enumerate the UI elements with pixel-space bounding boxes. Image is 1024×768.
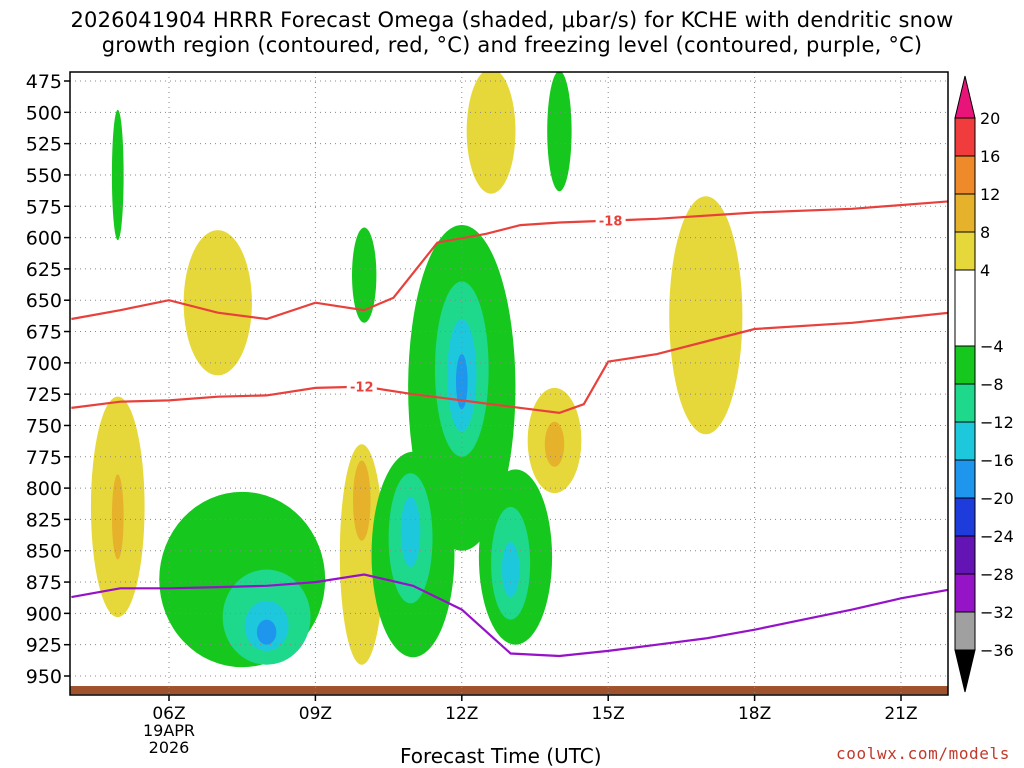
omega-region-2 <box>111 109 124 241</box>
colorbar-bottom-arrow <box>954 649 976 693</box>
colorbar-label-1: 16 <box>980 147 1000 166</box>
omega-region-24 <box>544 421 565 467</box>
y-tick-label-18: 925 <box>26 635 62 657</box>
y-tick-label-0: 475 <box>26 71 62 93</box>
dgz-label-0: -18 <box>599 215 623 230</box>
colorbar-label-8: −16 <box>980 451 1014 470</box>
credit-text: coolwx.com/models <box>836 744 1010 763</box>
colorbar-band-0 <box>954 117 976 157</box>
colorbar-label-13: −36 <box>980 641 1014 660</box>
dgz-label-bg-0 <box>595 212 626 229</box>
colorbar-label-10: −24 <box>980 527 1014 546</box>
y-tick-label-19: 950 <box>26 666 62 688</box>
y-tick-label-11: 750 <box>26 415 62 437</box>
omega-region-1 <box>111 474 124 560</box>
x-tick-label-5: 21Z <box>884 704 917 724</box>
colorbar: 20 16 12 8 4 −4 −8 −12 −16 −20 −24 −28 −32 −36 <box>954 75 1014 693</box>
omega-region-17 <box>400 496 421 568</box>
ground-strip <box>70 686 948 695</box>
omega-region-20 <box>501 541 520 598</box>
colorbar-label-5: −4 <box>980 337 1004 356</box>
omega-region-9 <box>339 444 384 665</box>
dgz-contour-1 <box>71 311 948 415</box>
colorbar-label-11: −28 <box>980 565 1014 584</box>
omega-region-22 <box>547 72 572 192</box>
colorbar-label-7: −12 <box>980 413 1014 432</box>
colorbar-band-10 <box>954 535 976 575</box>
omega-region-14 <box>455 354 468 410</box>
colorbar-band-12 <box>954 611 976 651</box>
x-axis-label: Forecast Time (UTC) <box>400 744 602 768</box>
chart-title-line-2: growth region (contoured, red, °C) and f… <box>101 33 923 57</box>
y-tick-label-6: 625 <box>26 259 62 281</box>
y-tick-label-15: 850 <box>26 541 62 563</box>
dgz-contour-0 <box>71 200 948 321</box>
y-tick-label-17: 900 <box>26 603 62 625</box>
x-tick-label-4: 18Z <box>738 704 771 724</box>
freezing-level-line <box>71 573 948 658</box>
colorbar-label-12: −32 <box>980 603 1014 622</box>
y-tick-label-12: 775 <box>26 447 62 469</box>
colorbar-band-11 <box>954 573 976 613</box>
y-tick-label-14: 825 <box>26 509 62 531</box>
chart-title-line-1: 2026041904 HRRR Forecast Omega (shaded, … <box>70 8 954 32</box>
colorbar-band-7 <box>954 421 976 461</box>
colorbar-label-6: −8 <box>980 375 1004 394</box>
x-tick-label-1: 09Z <box>299 704 332 724</box>
y-tick-label-1: 500 <box>26 102 62 124</box>
colorbar-label-9: −20 <box>980 489 1014 508</box>
contour-lines: -18 -12 <box>71 200 948 658</box>
y-tick-label-8: 675 <box>26 322 62 344</box>
x-tick-sublabel-0-1: 2026 <box>149 738 190 757</box>
colorbar-band-9 <box>954 497 976 537</box>
y-tick-label-7: 650 <box>26 290 62 312</box>
colorbar-band-3 <box>954 231 976 271</box>
y-tick-label-3: 550 <box>26 165 62 187</box>
chart-title: 2026041904 HRRR Forecast Omega (shaded, … <box>0 8 1024 58</box>
colorbar-label-4: 4 <box>980 261 990 280</box>
colorbar-band-5 <box>954 345 976 385</box>
x-tick-label-0: 06Z <box>152 704 185 724</box>
colorbar-band-8 <box>954 459 976 499</box>
omega-region-21 <box>466 72 516 194</box>
omega-region-25 <box>669 196 743 435</box>
x-tick-label-3: 15Z <box>592 704 625 724</box>
y-tick-label-2: 525 <box>26 134 62 156</box>
colorbar-label-2: 12 <box>980 185 1000 204</box>
y-tick-label-13: 800 <box>26 478 62 500</box>
omega-region-8 <box>352 227 377 323</box>
colorbar-label-0: 20 <box>980 109 1000 128</box>
y-tick-label-5: 600 <box>26 228 62 250</box>
colorbar-band-4 <box>954 269 976 347</box>
colorbar-band-2 <box>954 193 976 233</box>
y-tick-label-16: 875 <box>26 572 62 594</box>
colorbar-band-1 <box>954 155 976 195</box>
omega-region-10 <box>352 460 371 541</box>
colorbar-top-arrow <box>954 75 976 119</box>
colorbar-label-3: 8 <box>980 223 990 242</box>
x-tick-sublabel-0-0: 19APR <box>143 721 195 740</box>
dgz-label-bg-1 <box>346 378 377 395</box>
x-tick-label-2: 12Z <box>445 704 478 724</box>
plot-frame <box>69 71 949 696</box>
dgz-label-1: -12 <box>350 381 374 396</box>
y-tick-label-4: 575 <box>26 196 62 218</box>
colorbar-band-6 <box>954 383 976 423</box>
omega-shading <box>70 72 948 695</box>
omega-region-3 <box>183 230 252 376</box>
omega-region-7 <box>256 619 277 645</box>
y-axis: 475 500 525 550 575 600 625 650 675 700 725 750 775 8… <box>26 71 70 688</box>
y-tick-label-9: 700 <box>26 353 62 375</box>
y-tick-label-10: 725 <box>26 384 62 406</box>
